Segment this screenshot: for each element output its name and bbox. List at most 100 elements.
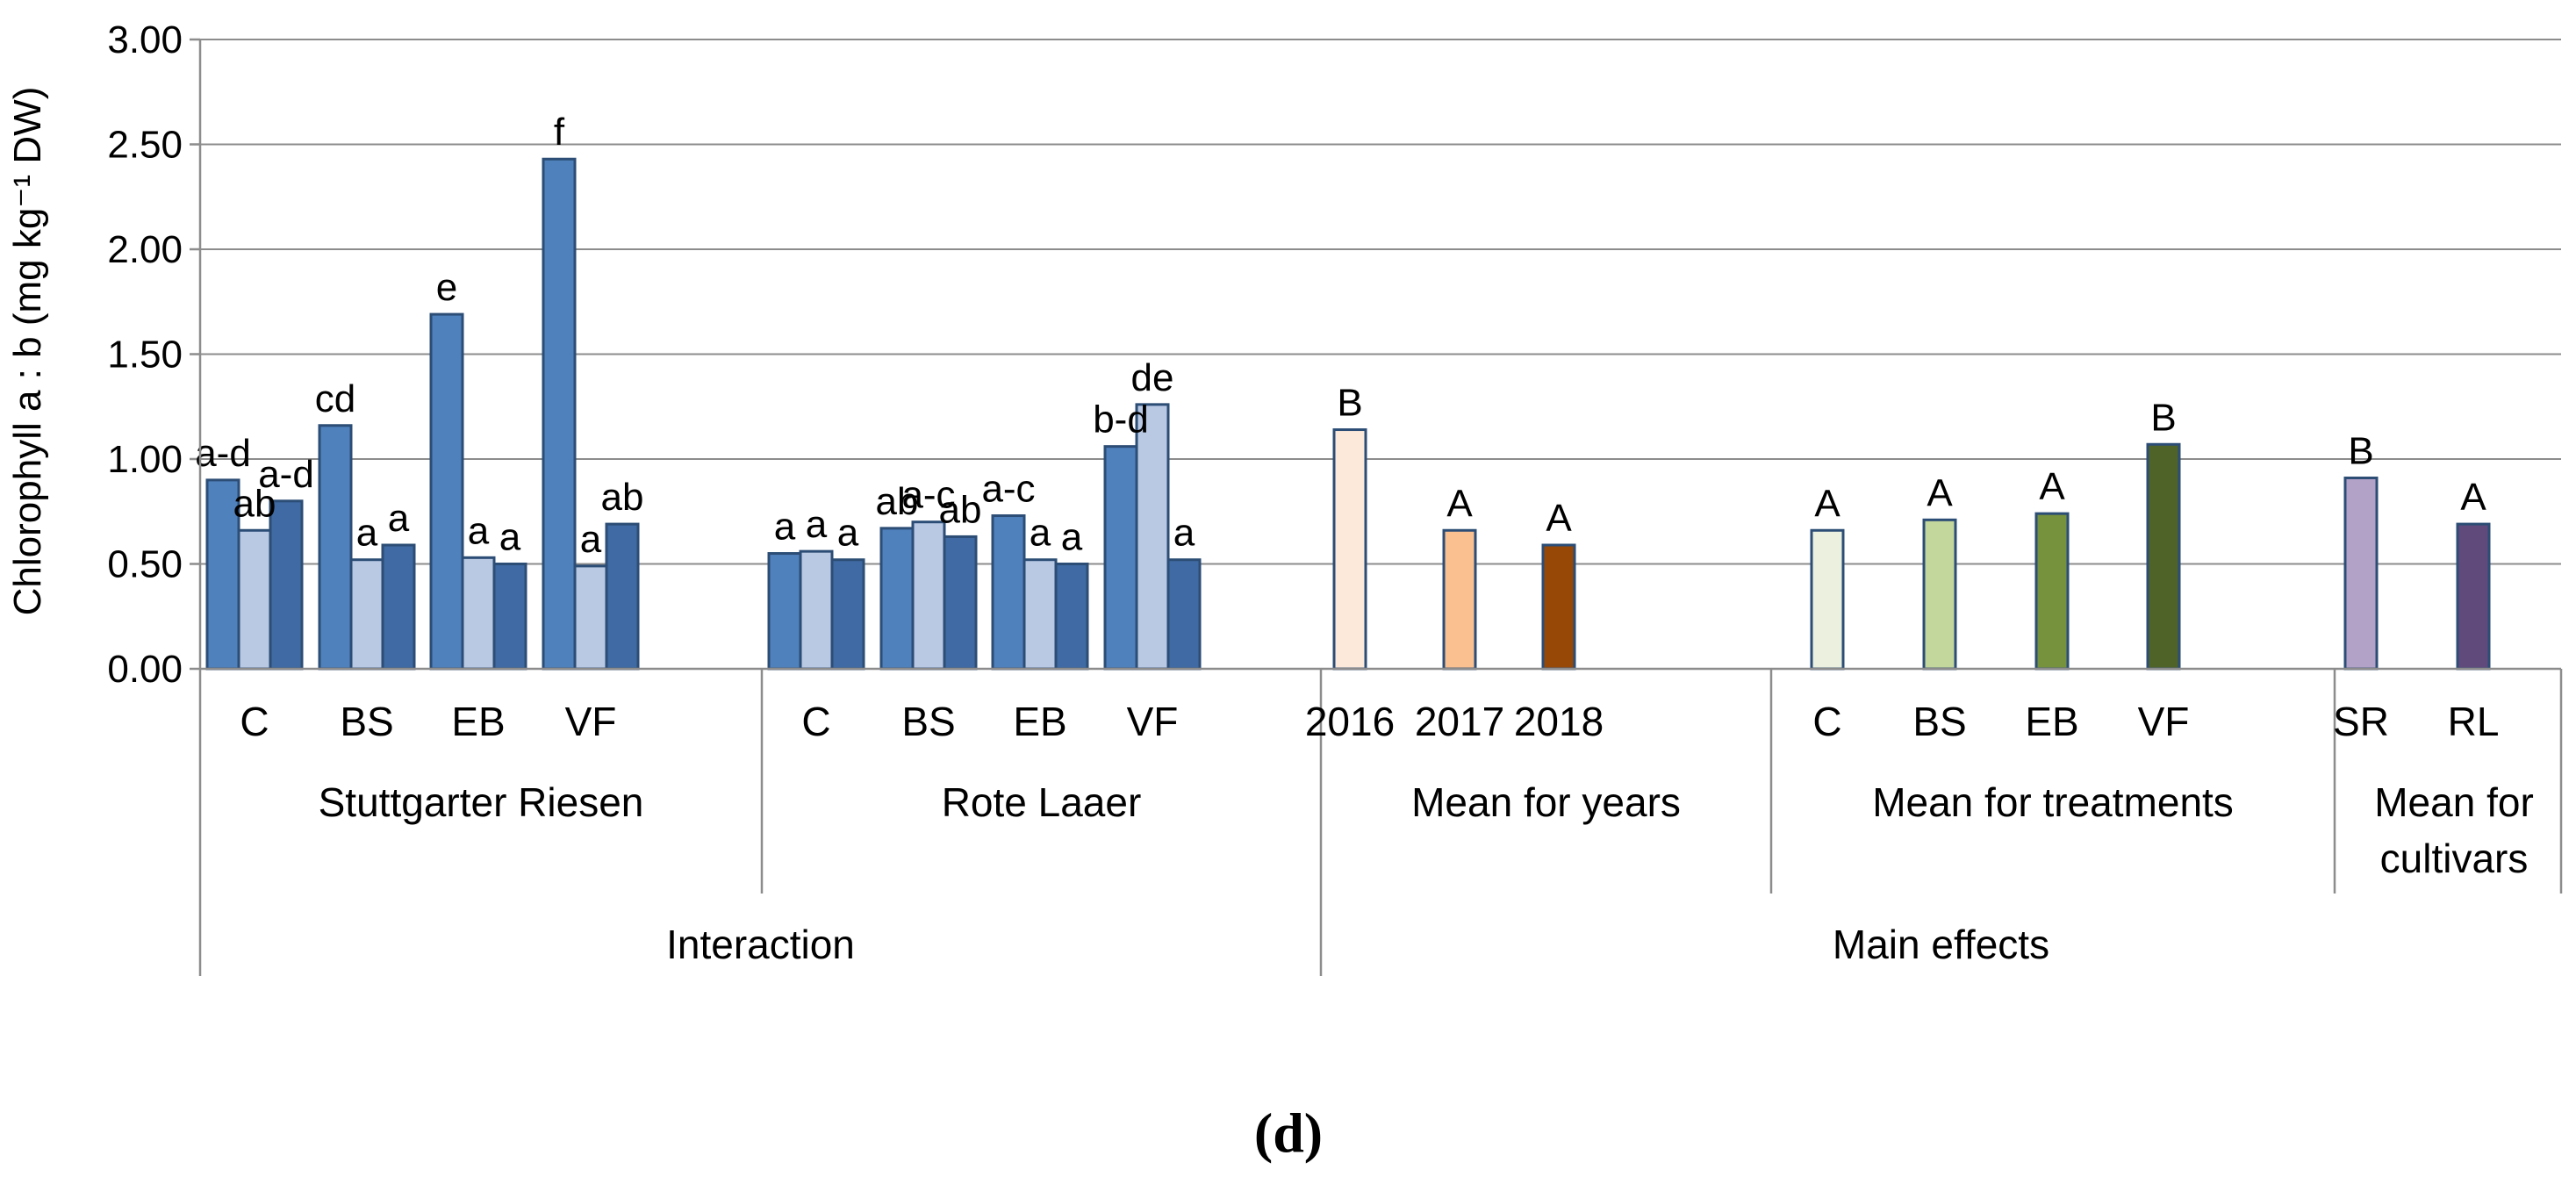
- group-label: Rote Laaer: [942, 779, 1142, 825]
- bar: [2146, 442, 2181, 671]
- bar-significance-label: A: [1814, 482, 1841, 525]
- bar-significance-label: a: [774, 506, 796, 549]
- y-tick-label: 3.00: [107, 18, 183, 61]
- bar-significance-label: a: [580, 518, 602, 561]
- bar: [830, 558, 865, 671]
- bar: [879, 527, 915, 671]
- bar: [1541, 543, 1576, 671]
- bar-significance-label: a: [356, 512, 378, 555]
- bar-significance-label: f: [554, 111, 565, 154]
- bar: [2456, 522, 2491, 671]
- x-category-label: VF: [1127, 699, 1179, 744]
- group-label: Mean for years: [1411, 779, 1681, 825]
- bar-significance-label: a-c: [901, 474, 955, 517]
- bar: [991, 514, 1026, 671]
- bar: [1103, 445, 1138, 671]
- bar-significance-label: a: [837, 512, 859, 555]
- bar: [573, 564, 608, 671]
- bar-significance-label: ab: [601, 476, 644, 519]
- bar-significance-label: A: [1446, 482, 1473, 525]
- group-label: Mean for treatments: [1872, 779, 2234, 825]
- bar: [237, 528, 272, 671]
- y-axis-ticks: 0.00 0.50 1.00 1.50 2.00 2.50 3.00: [107, 18, 200, 691]
- bar-significance-label: ab: [233, 482, 276, 525]
- bar: [318, 424, 353, 671]
- x-axis-group-labels: Stuttgarter Riesen Rote Laaer Mean for yea…: [319, 779, 2534, 881]
- bar-significance-label: e: [436, 266, 457, 309]
- x-axis-category-labels: C BS EB VF C BS EB VF 2016 2017 2018 C BS EB VF SR RL: [240, 699, 2499, 744]
- y-tick-label: 0.00: [107, 648, 183, 691]
- bar-significance-label: A: [2460, 476, 2486, 519]
- bar-significance-label: ab: [939, 488, 982, 531]
- bar-significance-label: A: [2039, 465, 2065, 508]
- bar-significance-label: de: [1131, 356, 1174, 399]
- bar: [1023, 558, 1058, 671]
- x-category-label: EB: [1013, 699, 1066, 744]
- bar: [1810, 528, 1845, 671]
- bar: [461, 556, 496, 671]
- bar-significance-label: a: [806, 503, 828, 546]
- y-tick-label: 2.00: [107, 228, 183, 271]
- group-label: Mean for: [2374, 779, 2534, 825]
- bar-significance-label: a: [499, 516, 521, 559]
- x-category-label: C: [240, 699, 269, 744]
- y-axis-label: Chlorophyll a : b (mg kg⁻¹ DW): [6, 87, 49, 616]
- bar: [943, 535, 978, 671]
- bar-significance-label: a: [1030, 512, 1051, 555]
- bar: [2343, 477, 2379, 671]
- panel-label: (d): [1254, 1102, 1323, 1164]
- bar-significance-label: B: [1337, 382, 1362, 425]
- bar-significance-label: A: [1546, 497, 1572, 540]
- x-category-label: SR: [2333, 699, 2389, 744]
- bar: [429, 312, 464, 671]
- bar-significance-label: cd: [315, 377, 355, 420]
- x-category-label: EB: [451, 699, 505, 744]
- bar: [1332, 428, 1367, 671]
- x-category-label: VF: [2138, 699, 2190, 744]
- bar-significance-label: A: [1927, 471, 1953, 514]
- bar-significance-label: a-d: [258, 453, 314, 496]
- bar: [1054, 563, 1089, 671]
- x-category-label: BS: [340, 699, 393, 744]
- x-category-label: BS: [901, 699, 955, 744]
- group-label-line2: cultivars: [2380, 836, 2529, 881]
- bar-significance-label: a: [1061, 516, 1083, 559]
- bars: [205, 157, 2491, 671]
- x-category-label: 2017: [1415, 699, 1504, 744]
- bar-significance-label: B: [2150, 396, 2176, 439]
- bar: [2034, 512, 2070, 671]
- y-tick-label: 1.00: [107, 438, 183, 481]
- bar: [1166, 558, 1202, 671]
- x-category-label: C: [1812, 699, 1841, 744]
- bar-significance-label: B: [2348, 430, 2373, 473]
- top-group-label: Main effects: [1833, 922, 2049, 967]
- bar: [542, 157, 577, 671]
- group-label: Stuttgarter Riesen: [319, 779, 644, 825]
- x-category-label: 2018: [1514, 699, 1604, 744]
- bar: [799, 549, 834, 671]
- y-tick-label: 2.50: [107, 124, 183, 167]
- x-category-label: EB: [2025, 699, 2078, 744]
- bar: [767, 552, 802, 671]
- x-category-label: BS: [1912, 699, 1966, 744]
- x-category-label: VF: [565, 699, 617, 744]
- bar-significance-label: a-d: [195, 432, 251, 475]
- top-group-label: Interaction: [666, 922, 855, 967]
- x-category-label: C: [801, 699, 830, 744]
- bar-significance-label: a: [388, 497, 410, 540]
- x-axis-top-group-labels: Interaction Main effects: [666, 922, 2049, 967]
- bar-significance-label: a: [468, 509, 490, 552]
- bar-significance-label: a-c: [981, 468, 1035, 511]
- bar: [349, 558, 384, 671]
- bar: [492, 563, 527, 671]
- bar: [1135, 403, 1170, 671]
- bar: [605, 522, 640, 671]
- bar-significance-label: b-d: [1093, 398, 1149, 441]
- x-category-label: 2016: [1305, 699, 1395, 744]
- bar: [911, 520, 946, 671]
- bar: [1442, 528, 1477, 671]
- x-category-label: RL: [2448, 699, 2500, 744]
- x-axis: [198, 39, 2563, 976]
